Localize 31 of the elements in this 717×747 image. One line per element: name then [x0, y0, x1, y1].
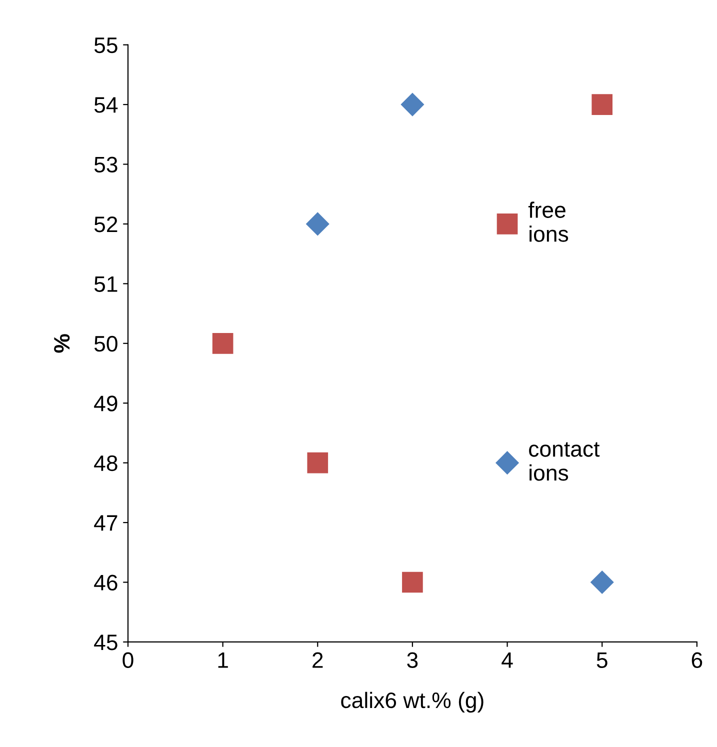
point	[402, 572, 423, 593]
point	[306, 212, 330, 236]
y-tick-label: 48	[94, 455, 118, 472]
y-tick-label: 46	[94, 574, 118, 591]
y-tick-label: 52	[94, 216, 118, 232]
annotation: free ions	[528, 202, 568, 242]
x-tick-label: 5	[596, 652, 608, 668]
point	[400, 93, 424, 116]
y-tick-label: 49	[94, 396, 118, 412]
x-tick-label: 6	[692, 652, 702, 668]
y-tick-label: 55	[94, 38, 118, 54]
x-tick-label: 0	[122, 652, 134, 668]
x-tick-label: 3	[407, 652, 418, 668]
y-axis-title: %	[54, 334, 70, 353]
y-tick-label: 51	[94, 276, 118, 292]
point	[496, 214, 518, 234]
y-tick-label: 45	[94, 634, 118, 650]
y-tick-label: 54	[94, 97, 118, 113]
point	[592, 94, 613, 115]
x-tick-label: 1	[218, 652, 228, 668]
x-axis-title: calix6 wt.% (g)	[341, 692, 484, 713]
annotation: contact ions	[529, 442, 600, 481]
point	[212, 332, 234, 354]
x-tick-label: 2	[312, 652, 323, 668]
y-tick-label: 53	[94, 156, 118, 173]
point	[307, 452, 328, 474]
y-tick-label: 47	[94, 515, 118, 531]
point	[496, 451, 519, 474]
y-tick-label: 50	[94, 336, 118, 352]
point	[590, 570, 614, 594]
x-tick-label: 4	[502, 652, 513, 668]
